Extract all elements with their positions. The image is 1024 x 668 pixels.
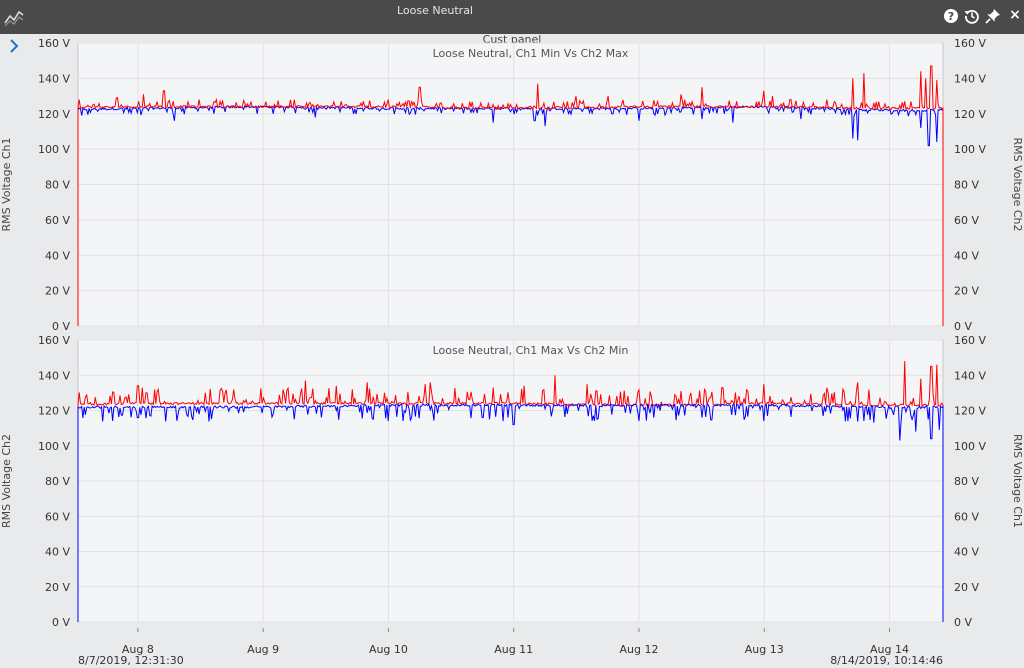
x-tick-label: Aug 10 [369, 643, 408, 656]
help-icon[interactable]: ? [943, 8, 959, 24]
y-tick-label-right: 160 V [954, 334, 986, 347]
chart-ch1-min-vs-ch2-max: 0 V 0 V 20 V 20 V 40 V 40 V 60 V 60 V 80 V 80 V 10… [0, 37, 1024, 333]
y-axis-label-left: RMS Voltage Ch2 [0, 434, 13, 528]
y-tick-label-right: 120 V [954, 108, 986, 121]
y-tick-label-right: 0 V [954, 320, 972, 333]
y-tick-label-right: 60 V [954, 510, 979, 523]
window-title: Loose Neutral [397, 4, 473, 17]
y-tick-label-right: 40 V [954, 546, 979, 559]
y-tick-label-right: 40 V [954, 249, 979, 262]
chart-title: Loose Neutral, Ch1 Max Vs Ch2 Min [433, 344, 629, 357]
series-line-1 [77, 402, 944, 622]
series-line-0 [77, 104, 944, 326]
y-axis-label-left: RMS Voltage Ch1 [0, 137, 13, 231]
y-tick-label-left: 140 V [38, 72, 70, 85]
y-tick-label-right: 20 V [954, 285, 979, 298]
y-tick-label-left: 0 V [52, 616, 70, 629]
y-tick-label-left: 80 V [45, 179, 70, 192]
time-axis: Aug 8 Aug 9 Aug 10 Aug 11 Aug 12 Aug 13 Aug 14… [78, 628, 943, 667]
y-tick-label-right: 100 V [954, 440, 986, 453]
y-tick-label-left: 160 V [38, 334, 70, 347]
chevron-right-icon[interactable] [6, 38, 22, 54]
y-tick-label-left: 60 V [45, 510, 70, 523]
y-tick-label-left: 40 V [45, 546, 70, 559]
y-tick-label-right: 120 V [954, 405, 986, 418]
y-tick-label-left: 20 V [45, 581, 70, 594]
y-tick-label-right: 140 V [954, 72, 986, 85]
series-line-0 [77, 361, 944, 622]
svg-text:?: ? [948, 10, 954, 23]
y-tick-label-left: 140 V [38, 369, 70, 382]
y-tick-label-right: 80 V [954, 475, 979, 488]
y-tick-label-right: 0 V [954, 616, 972, 629]
close-button[interactable]: × [1009, 7, 1021, 23]
y-tick-label-left: 20 V [45, 285, 70, 298]
pin-icon[interactable] [985, 8, 1001, 24]
y-tick-label-left: 80 V [45, 475, 70, 488]
history-icon[interactable] [964, 8, 980, 24]
y-tick-label-left: 160 V [38, 37, 70, 50]
y-tick-label-right: 20 V [954, 581, 979, 594]
line-chart-icon[interactable] [4, 7, 24, 27]
y-tick-label-right: 100 V [954, 143, 986, 156]
title-bar: Loose Neutral ? × [0, 0, 1024, 34]
x-tick-label: Aug 13 [745, 643, 784, 656]
y-tick-label-left: 100 V [38, 440, 70, 453]
chart-title: Loose Neutral, Ch1 Min Vs Ch2 Max [433, 47, 629, 60]
y-tick-label-left: 120 V [38, 108, 70, 121]
x-tick-label: Aug 9 [247, 643, 279, 656]
x-tick-label: Aug 12 [619, 643, 658, 656]
y-tick-label-left: 40 V [45, 249, 70, 262]
series-line-1 [77, 65, 944, 326]
x-tick-label: Aug 11 [494, 643, 533, 656]
x-tick-label: Aug 8 [122, 643, 154, 656]
y-axis-label-right: RMS Voltage Ch1 [1011, 434, 1024, 528]
y-tick-label-left: 120 V [38, 405, 70, 418]
y-tick-label-right: 60 V [954, 214, 979, 227]
y-tick-label-right: 80 V [954, 179, 979, 192]
y-tick-label-right: 160 V [954, 37, 986, 50]
time-range-end: 8/14/2019, 10:14:46 [830, 654, 943, 667]
time-range-start: 8/7/2019, 12:31:30 [78, 654, 184, 667]
chart-ch1-max-vs-ch2-min: 0 V 0 V 20 V 20 V 40 V 40 V 60 V 60 V 80 V 80 V 10… [0, 334, 1024, 629]
charts-area: 0 V 0 V 20 V 20 V 40 V 40 V 60 V 60 V 80 V 80 V 10… [0, 37, 1024, 667]
y-tick-label-left: 60 V [45, 214, 70, 227]
y-tick-label-left: 100 V [38, 143, 70, 156]
x-tick-label: Aug 14 [870, 643, 909, 656]
y-tick-label-left: 0 V [52, 320, 70, 333]
y-axis-label-right: RMS Voltage Ch2 [1011, 137, 1024, 231]
y-tick-label-right: 140 V [954, 369, 986, 382]
